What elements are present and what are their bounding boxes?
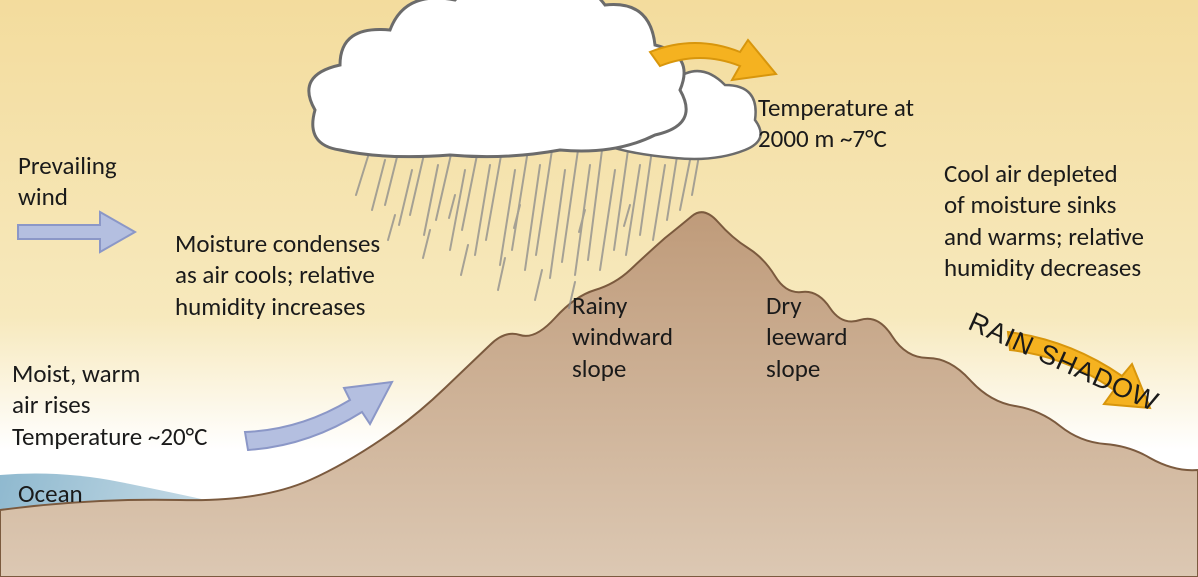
label-moist-warm-air: Moist, warm air rises Temperature ~20°C [12, 358, 207, 452]
label-dry-leeward: Dry leeward slope [766, 290, 848, 384]
label-moisture-condenses: Moisture condenses as air cools; relativ… [175, 228, 380, 322]
label-prevailing-wind: Prevailing wind [18, 150, 117, 213]
label-ocean: Ocean [18, 478, 83, 509]
rain-shadow-diagram: RAIN SHADOW Prevailing wind Moisture con… [0, 0, 1198, 577]
label-cool-air-depleted: Cool air depleted of moisture sinks and … [944, 158, 1144, 283]
label-temp-2000m: Temperature at 2000 m ~7°C [758, 92, 914, 155]
label-rainy-windward: Rainy windward slope [572, 290, 673, 384]
